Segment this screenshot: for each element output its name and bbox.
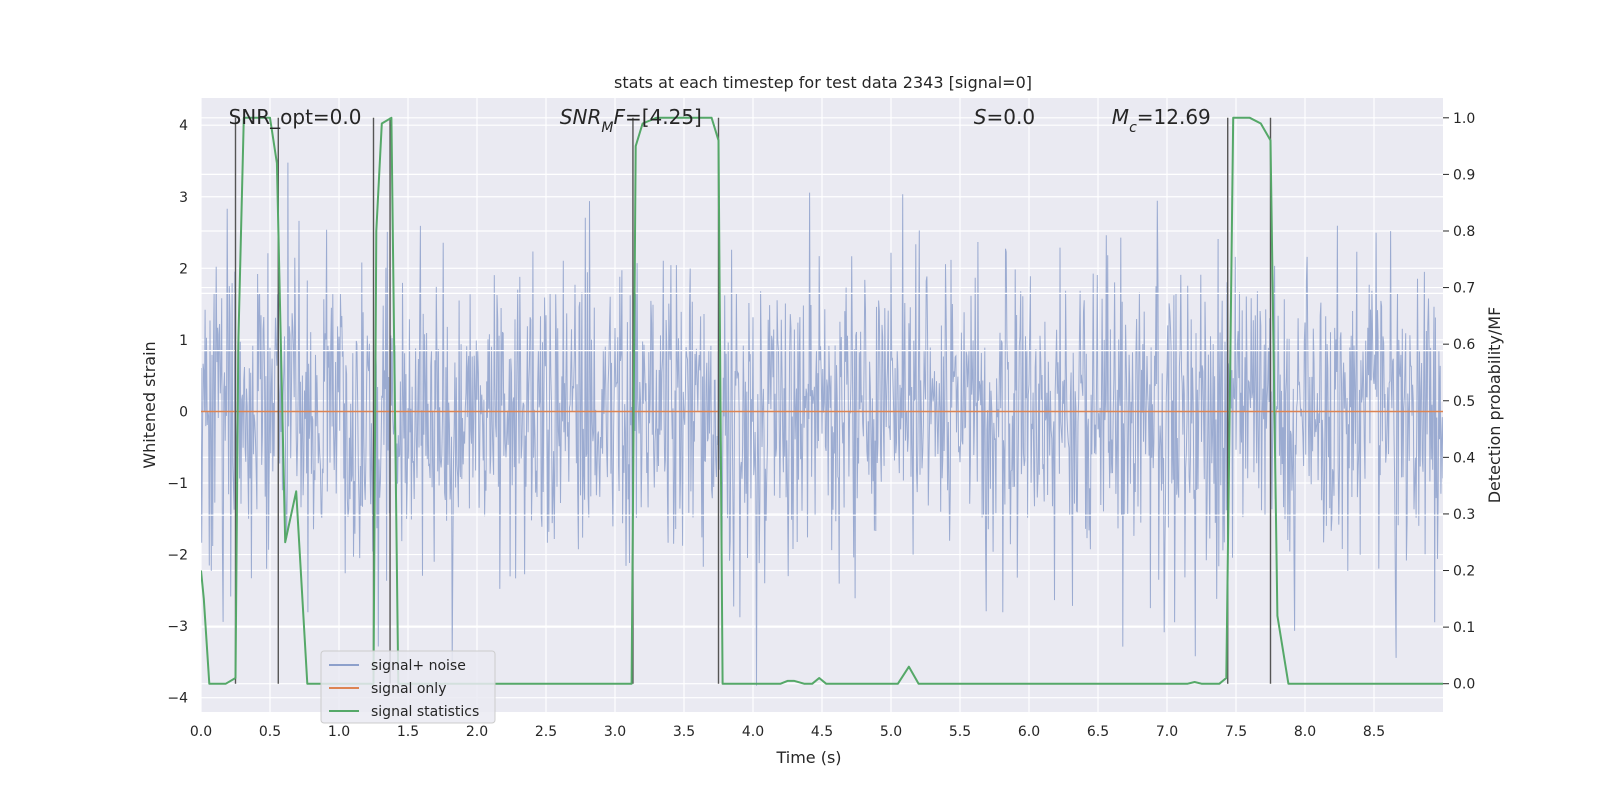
x-tick-label: 2.0: [466, 724, 488, 740]
legend-box: [320, 650, 496, 724]
y-tick-label: −2: [167, 548, 188, 564]
x-tick-label: 1.5: [397, 724, 419, 740]
x-tick-label: 8.5: [1363, 724, 1385, 740]
x-axis-label: Time (s): [775, 748, 841, 767]
x-tick-label: 6.5: [1087, 724, 1109, 740]
series-signal-statistics-line: [201, 116, 1443, 685]
x-tick-label: 0.0: [190, 724, 212, 740]
series-signal-noise-line: [201, 162, 1443, 686]
annotation-text: S=0.0: [974, 105, 1035, 129]
y2-tick-label: 0.0: [1453, 677, 1475, 693]
x-tick-label: 3.5: [673, 724, 695, 740]
legend: signal+ noise signal only signal statistic…: [320, 650, 496, 724]
y-tick-label: −1: [167, 476, 188, 492]
x-tick-label: 5.5: [949, 724, 971, 740]
y-tick-label: 0: [179, 404, 188, 420]
x-tick-label: 1.0: [328, 724, 350, 740]
y2-tick-label: 0.6: [1453, 337, 1475, 353]
y2-tick-label: 0.8: [1453, 224, 1475, 240]
y-tick-label: −3: [167, 619, 188, 635]
legend-label: signal statistics: [371, 704, 479, 720]
y2-tick-label: 0.1: [1453, 620, 1475, 636]
y-tick-label: 1: [179, 333, 188, 349]
legend-label: signal only: [371, 681, 446, 697]
x-tick-label: 8.0: [1294, 724, 1316, 740]
x-tick-label: 7.5: [1225, 724, 1247, 740]
y-axis-label: Whitened strain: [140, 341, 159, 468]
x-tick-label: 2.5: [535, 724, 557, 740]
y2-tick-label: 0.2: [1453, 564, 1475, 580]
annotation-text: Mc=12.69: [1112, 105, 1211, 136]
y-tick-label: 4: [179, 118, 188, 134]
y-tick-label: 2: [179, 261, 188, 277]
y2-tick-label: 0.3: [1453, 507, 1475, 523]
x-tick-label: 4.0: [742, 724, 764, 740]
annotation-text: SNRMF=[4.25]: [560, 105, 702, 136]
x-tick-label: 7.0: [1156, 724, 1178, 740]
x-tick-label: 5.0: [880, 724, 902, 740]
x-tick-label: 3.0: [604, 724, 626, 740]
y2-tick-label: 0.9: [1453, 167, 1475, 183]
chart-title: stats at each timestep for test data 234…: [614, 73, 1032, 92]
x-tick-label: 4.5: [811, 724, 833, 740]
y2-tick-label: 0.7: [1453, 281, 1475, 297]
y2-tick-label: 1.0: [1453, 111, 1475, 127]
y-tick-label: 3: [179, 190, 188, 206]
y2-tick-label: 0.4: [1453, 450, 1475, 466]
legend-label: signal+ noise: [371, 658, 466, 674]
x-tick-label: 6.0: [1018, 724, 1040, 740]
annotation-text: SNR_opt=0.0: [229, 105, 362, 129]
y2-axis-label: Detection probability/MF: [1485, 307, 1504, 504]
y-tick-label: −4: [167, 691, 188, 707]
x-tick-label: 0.5: [259, 724, 281, 740]
y2-tick-label: 0.5: [1453, 394, 1475, 410]
plot-area: 0.0 0.5 1.0 1.5 2.0 2.5 3.0 3.5 4.0 4.5 5.0 5.5 6.0 6…: [167, 98, 1475, 740]
